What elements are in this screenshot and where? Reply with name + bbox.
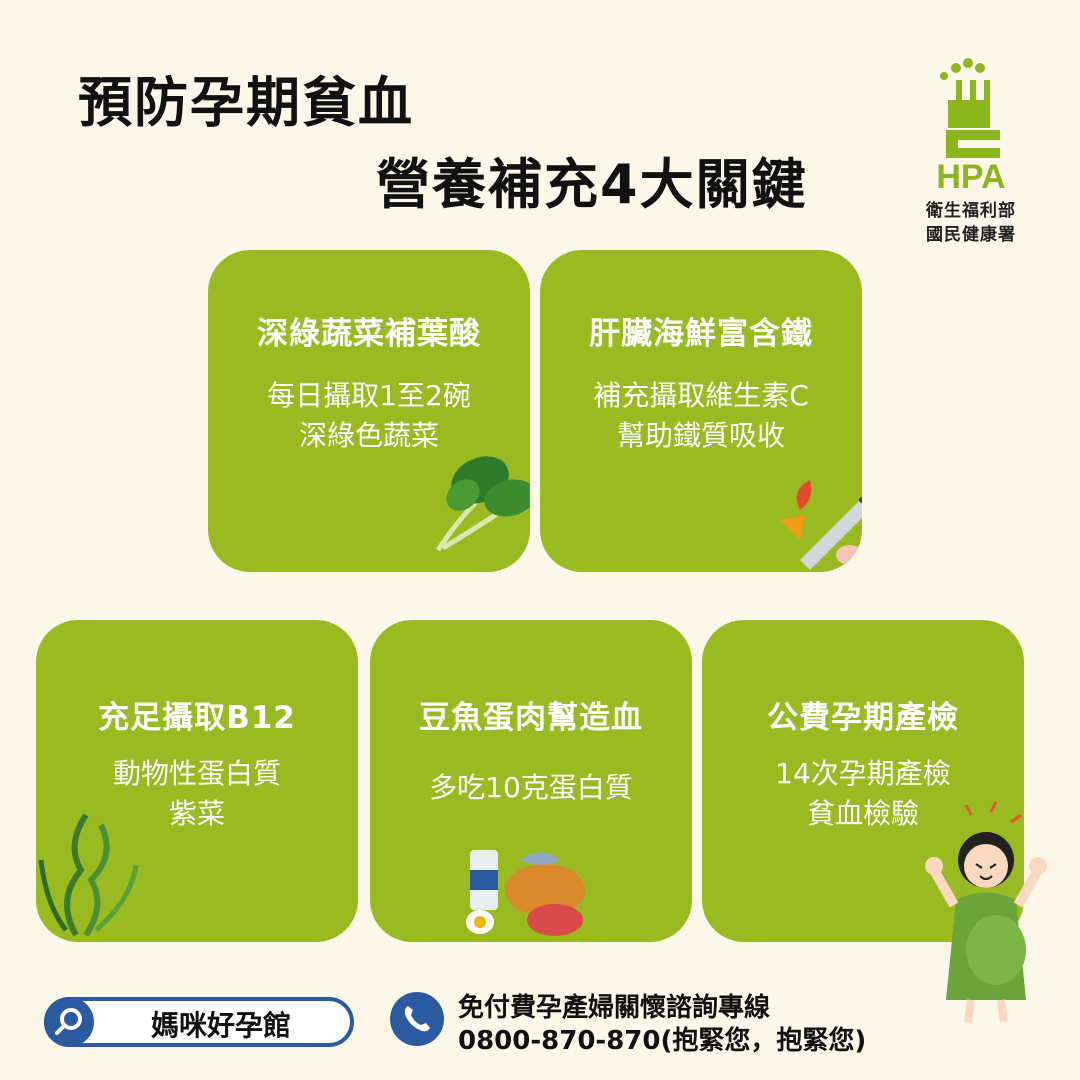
card-line: 深綠色蔬菜 [298, 419, 439, 452]
card-b12: 充足攝取B12 動物性蛋白質 紫菜 [36, 620, 358, 942]
card-line: 紫菜 [168, 797, 225, 830]
card-line: 幫助鐵質吸收 [616, 419, 785, 452]
card-title: 深綠蔬菜補葉酸 [257, 316, 481, 352]
hpa-logo: HPA 衛生福利部 國民健康署 [916, 58, 1026, 248]
logo-line-2: 國民健康署 [926, 225, 1016, 245]
card-title: 豆魚蛋肉幫造血 [419, 700, 643, 736]
card-line: 14次孕期產檢 [775, 757, 951, 790]
seafood-icon [780, 480, 862, 570]
card-title: 充足攝取B12 [98, 700, 296, 736]
svg-text:HPA: HPA [936, 158, 1005, 194]
card-line: 補充攝取維生素C [593, 379, 809, 412]
protein-food-icon [466, 850, 585, 936]
card-line: 每日攝取1至2碗 [267, 379, 471, 412]
phone-icon [390, 992, 444, 1046]
card-lines: 14次孕期產檢 貧血檢驗 [702, 754, 1024, 834]
card-lines: 補充攝取維生素C 幫助鐵質吸收 [540, 376, 862, 456]
page-title-line-1: 預防孕期貧血 [78, 71, 414, 134]
card-line: 貧血檢驗 [806, 797, 919, 830]
hotline-number: 0800-870-870(抱緊您，抱緊您) [458, 1026, 867, 1056]
pregnant-woman-icon [925, 801, 1047, 1023]
card-folic-acid: 深綠蔬菜補葉酸 每日攝取1至2碗 深綠色蔬菜 [208, 250, 530, 572]
card-protein: 豆魚蛋肉幫造血 多吃10克蛋白質 [370, 620, 692, 942]
spinach-icon [435, 456, 530, 552]
card-line: 動物性蛋白質 [112, 757, 281, 790]
card-lines: 每日攝取1至2碗 深綠色蔬菜 [208, 376, 530, 456]
card-title: 公費孕期產檢 [767, 700, 959, 736]
seaweed-icon [38, 813, 139, 937]
page-title-line-2: 營養補充4大關鍵 [376, 153, 808, 216]
logo-line-1: 衛生福利部 [926, 201, 1016, 221]
hotline-title: 免付費孕產婦關懷諮詢專線 [458, 993, 771, 1023]
card-prenatal-checkup: 公費孕期產檢 14次孕期產檢 貧血檢驗 [702, 620, 1024, 942]
hpa-logo-icon: HPA [936, 58, 1006, 196]
search-icon[interactable] [44, 997, 94, 1047]
search-pill[interactable] [44, 997, 354, 1047]
card-iron: 肝臟海鮮富含鐵 補充攝取維生素C 幫助鐵質吸收 [540, 250, 862, 572]
card-lines: 多吃10克蛋白質 [370, 768, 692, 808]
card-lines: 動物性蛋白質 紫菜 [36, 754, 358, 834]
card-title: 肝臟海鮮富含鐵 [589, 316, 813, 352]
card-line: 多吃10克蛋白質 [429, 771, 633, 804]
search-label[interactable]: 媽咪好孕館 [150, 1009, 291, 1042]
